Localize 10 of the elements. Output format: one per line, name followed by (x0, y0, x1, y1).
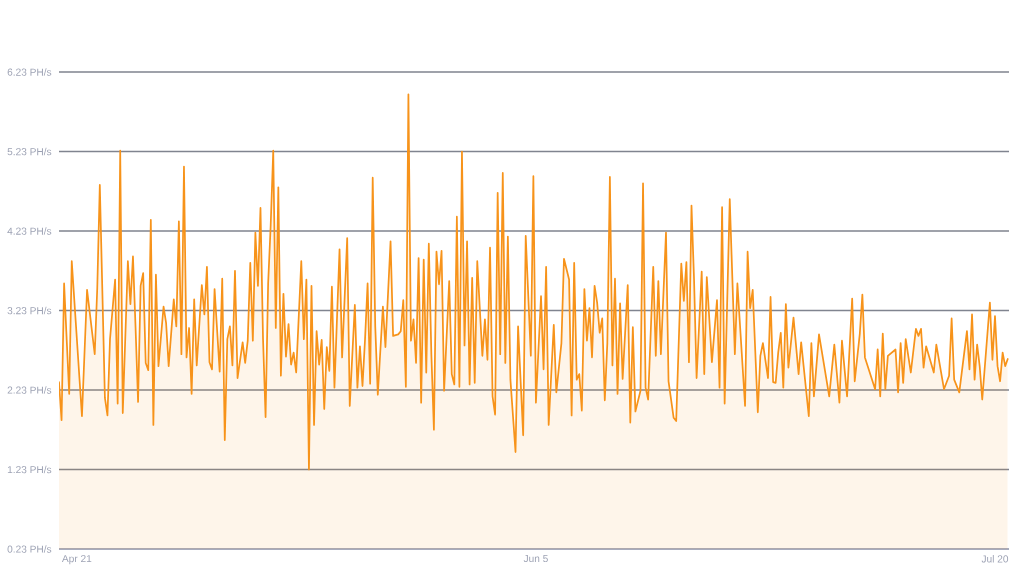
y-tick-label: 2.23 PH/s (7, 386, 52, 394)
y-tick-label: 4.23 PH/s (7, 227, 52, 235)
y-tick-label: 3.23 PH/s (7, 306, 52, 315)
x-tick-label: Jul 20 (981, 555, 1009, 563)
y-tick-label: 5.23 PH/s (7, 147, 52, 156)
y-tick-label: 0.23 PH/s (7, 545, 52, 553)
y-tick-label: 6.23 PH/s (7, 68, 52, 76)
y-tick-label: 1.23 PH/s (7, 465, 52, 474)
x-tick-label: Jun 5 (523, 555, 548, 563)
x-tick-label: Apr 21 (61, 555, 92, 565)
